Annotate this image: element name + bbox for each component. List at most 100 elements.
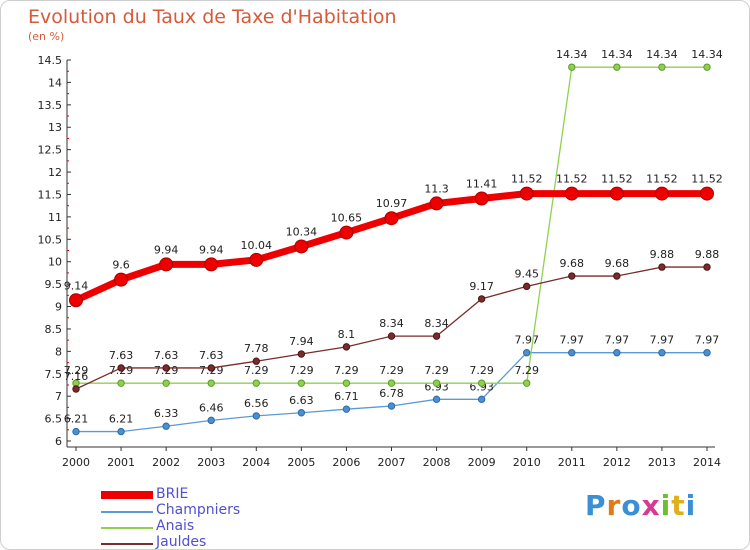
data-label-brie: 10.65 [331,212,363,225]
data-label-jauldes: 9.45 [514,267,539,280]
data-point-jauldes [342,343,351,351]
data-point-champniers [207,416,215,425]
data-label-anais: 14.34 [646,48,678,61]
data-label-jauldes: 9.88 [695,248,720,261]
data-point-champniers [703,348,711,357]
x-tick-label: 2003 [197,456,225,469]
data-point-anais [342,379,351,387]
data-label-anais: 7.29 [289,364,314,377]
data-point-brie [159,257,174,272]
data-point-jauldes [162,364,170,372]
data-label-jauldes: 9.68 [605,257,630,270]
x-tick-label: 2008 [423,456,451,469]
data-point-brie [564,186,579,201]
legend-label-champniers: Champniers [156,502,241,518]
x-tick-label: 2006 [332,456,360,469]
data-label-jauldes: 8.34 [424,317,449,330]
data-point-jauldes [477,295,486,303]
data-point-anais [387,379,396,387]
data-label-anais: 7.29 [424,364,449,377]
y-tick-label: 7 [55,390,62,403]
data-point-brie [429,196,444,211]
data-point-anais [297,379,306,387]
data-point-champniers [613,348,621,357]
data-point-jauldes [523,282,531,291]
x-tick-label: 2009 [468,456,496,469]
y-tick-label: 9.5 [45,278,63,291]
legend-swatch-brie [101,491,153,499]
data-point-champniers [658,348,666,357]
data-label-jauldes: 7.16 [64,370,89,383]
data-point-anais [568,63,576,71]
legend-item-champniers: Champniers [101,502,401,519]
data-label-jauldes: 7.63 [154,349,179,362]
data-label-champniers: 6.33 [154,407,179,420]
x-tick-label: 2010 [513,456,541,469]
proxiti-logo: Proxiti [585,489,697,522]
data-label-champniers: 7.97 [605,334,630,347]
data-point-brie [249,252,264,267]
data-point-champniers [72,427,80,436]
data-label-champniers: 6.78 [379,387,404,400]
y-tick-label: 13 [48,121,62,134]
data-label-jauldes: 9.88 [650,248,675,261]
x-tick-label: 2014 [693,456,721,469]
data-point-champniers [117,427,125,436]
data-label-jauldes: 7.78 [244,342,269,355]
data-point-jauldes [387,332,396,340]
y-tick-label: 9 [55,301,62,314]
data-label-champniers: 6.21 [109,413,134,426]
data-label-brie: 10.97 [376,197,408,210]
data-point-jauldes [72,385,80,393]
data-point-brie [654,186,669,201]
data-point-brie [339,225,354,240]
data-point-anais [658,63,666,71]
data-point-anais [613,63,621,71]
legend-swatch-anais [101,527,153,529]
data-label-champniers: 7.97 [560,334,585,347]
legend-swatch-champniers [101,511,153,513]
data-point-brie [474,191,489,206]
y-tick-label: 11.5 [38,188,63,201]
y-tick-label: 10 [48,256,62,269]
data-label-jauldes: 7.94 [289,335,314,348]
data-label-anais: 14.34 [556,48,588,61]
data-point-brie [294,239,309,254]
chart-title: Evolution du Taux de Taxe d'Habitation [28,6,397,28]
y-tick-label: 8 [55,345,62,358]
data-label-brie: 11.41 [466,178,498,191]
data-point-anais [703,63,711,71]
data-point-brie [114,272,129,287]
data-label-jauldes: 9.68 [560,257,585,270]
y-tick-label: 14 [48,76,62,89]
data-label-anais: 14.34 [691,48,723,61]
data-point-anais [252,379,260,387]
data-label-champniers: 6.21 [64,413,89,426]
data-point-champniers [342,405,351,413]
data-point-anais [207,379,215,387]
x-tick-label: 2012 [603,456,631,469]
legend-item-brie: BRIE [101,486,401,503]
data-label-anais: 14.34 [601,48,633,61]
legend-label-brie: BRIE [156,486,189,502]
data-label-anais: 7.29 [514,364,539,377]
data-label-anais: 7.29 [244,364,269,377]
y-tick-label: 6 [55,435,62,448]
data-point-jauldes [432,332,441,340]
x-tick-label: 2002 [152,456,180,469]
y-tick-label: 6.5 [45,413,63,426]
data-label-champniers: 6.56 [244,397,269,410]
x-tick-label: 2001 [107,456,135,469]
data-point-anais [432,379,441,387]
data-label-brie: 10.04 [241,239,273,252]
data-point-jauldes [207,364,215,372]
data-label-brie: 11.3 [424,182,449,195]
data-label-champniers: 7.97 [695,334,720,347]
data-label-jauldes: 8.1 [338,328,356,341]
legend-item-jauldes: Jauldes [101,534,401,549]
data-label-brie: 10.34 [286,225,318,238]
y-tick-label: 13.5 [38,99,63,112]
data-point-jauldes [117,364,125,372]
